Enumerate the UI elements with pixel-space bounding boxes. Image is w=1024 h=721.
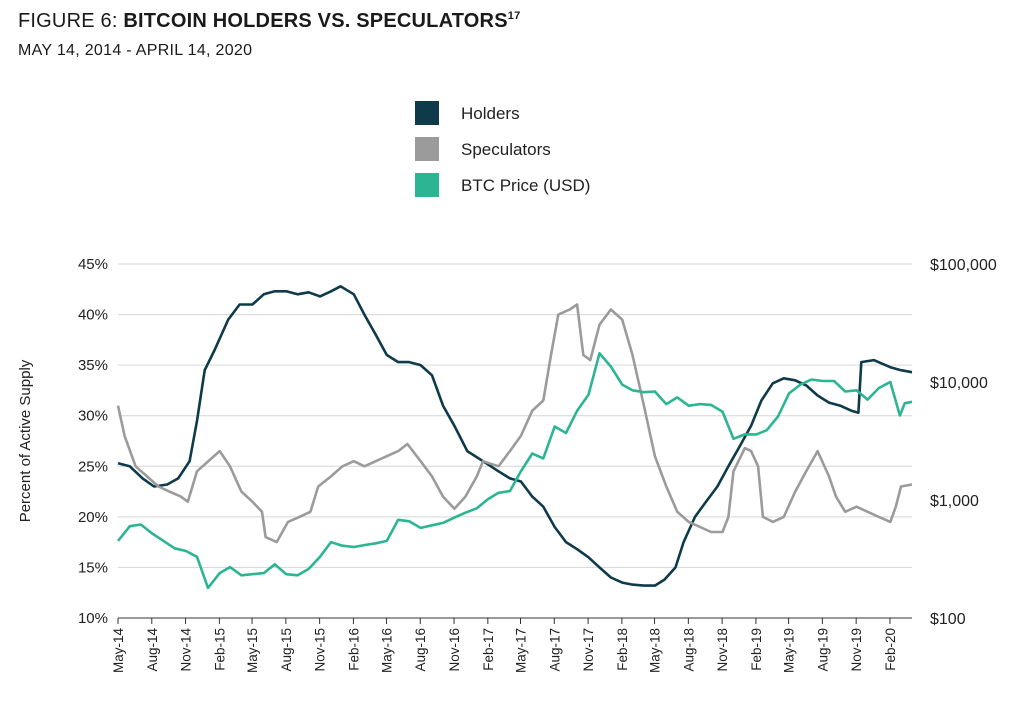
x-tick-label: Nov-16: [447, 628, 462, 672]
x-tick-label: Nov-14: [179, 628, 194, 672]
x-tick-label: Feb-20: [883, 628, 898, 671]
legend-holders-label: Holders: [461, 104, 520, 123]
y-right-tick-label: $1,000: [930, 493, 979, 510]
x-tick-label: Nov-17: [581, 628, 596, 672]
figure-title: FIGURE 6: BITCOIN HOLDERS VS. SPECULATOR…: [18, 10, 520, 33]
x-tick-label: Nov-19: [849, 628, 864, 672]
speculators-line: [116, 303, 913, 544]
y-left-tick-label: 45%: [78, 256, 108, 273]
x-tick-label: Aug-14: [145, 628, 160, 672]
title-footnote: 17: [507, 10, 521, 22]
x-tick-label: Aug-15: [279, 628, 294, 672]
x-tick-label: May-14: [111, 628, 126, 674]
x-tick-label: Aug-19: [815, 628, 830, 672]
legend-btc-price-label: BTC Price (USD): [461, 176, 590, 195]
y-left-tick-label: 15%: [78, 559, 108, 576]
y-right-tick-label: $100,000: [930, 257, 997, 274]
figure-label: FIGURE 6:: [18, 10, 118, 32]
x-tick-label: May-19: [782, 628, 797, 673]
holders-line: [117, 284, 913, 587]
y-left-tick-label: 10%: [78, 610, 108, 627]
x-tick-label: May-18: [648, 628, 663, 673]
legend-speculators-label: Speculators: [461, 140, 551, 159]
x-tick-label: Aug-17: [547, 628, 562, 672]
x-tick-label: Aug-18: [681, 628, 696, 672]
btc-price-line: [116, 351, 913, 590]
x-tick-label: Aug-16: [413, 628, 428, 672]
y-left-tick-label: 30%: [78, 408, 108, 425]
y-left-tick-label: 20%: [78, 509, 108, 526]
x-tick-label: Feb-18: [615, 628, 630, 671]
x-tick-label: Feb-15: [212, 628, 227, 671]
x-tick-label: Feb-16: [346, 628, 361, 671]
legend-btc-price-swatch: [415, 173, 439, 197]
y-left-axis-label: Percent of Active Supply: [17, 359, 34, 522]
y-left-tick-label: 40%: [78, 307, 108, 324]
y-right-tick-label: $10,000: [930, 375, 988, 392]
y-left-tick-label: 35%: [78, 357, 108, 374]
date-range-subtitle: MAY 14, 2014 - APRIL 14, 2020: [18, 42, 253, 59]
x-tick-label: Nov-18: [715, 628, 730, 672]
y-left-tick-label: 25%: [78, 458, 108, 475]
x-tick-label: May-15: [245, 628, 260, 673]
x-tick-label: May-16: [379, 628, 394, 673]
x-tick-label: Feb-17: [481, 628, 496, 671]
legend-holders-swatch: [415, 101, 439, 125]
chart-title: BITCOIN HOLDERS VS. SPECULATORS: [123, 10, 508, 32]
x-tick-label: Nov-15: [313, 628, 328, 672]
legend-speculators-swatch: [415, 137, 439, 161]
y-right-tick-label: $100: [930, 611, 966, 628]
x-tick-label: May-17: [514, 628, 529, 673]
x-tick-label: Feb-19: [749, 628, 764, 671]
